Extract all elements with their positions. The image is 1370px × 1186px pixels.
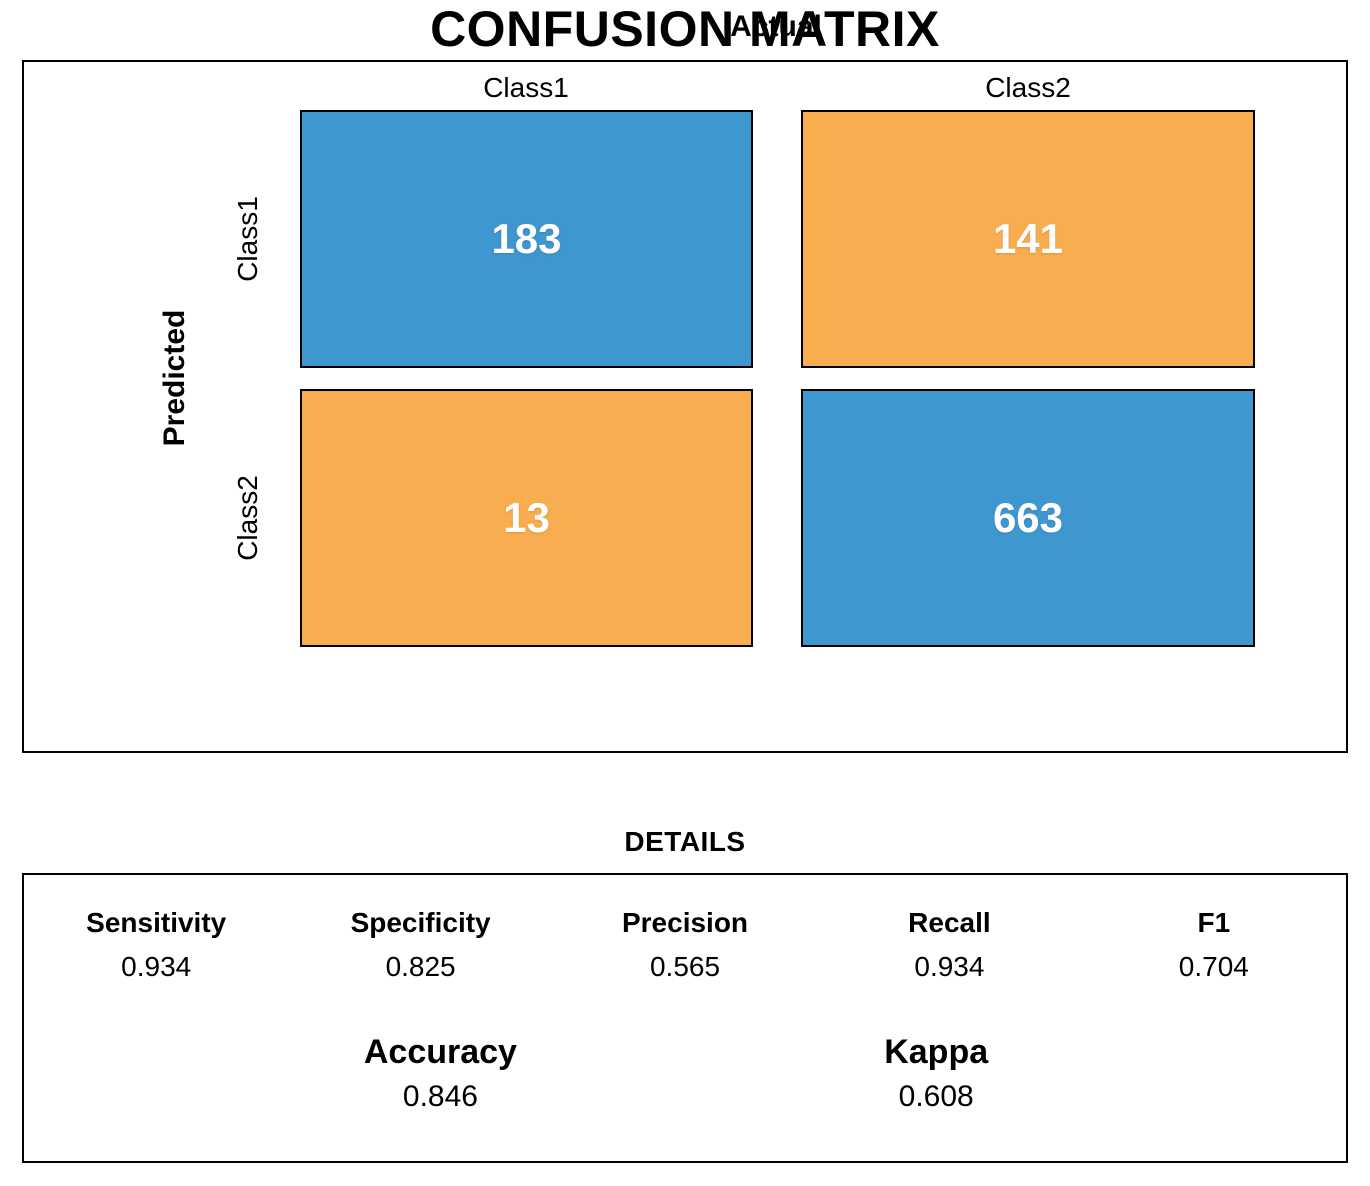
metric-specificity: Specificity 0.825	[288, 907, 552, 983]
metric-label: Specificity	[350, 907, 491, 938]
per-class-metrics-row: Sensitivity 0.934 Specificity 0.825 Prec…	[24, 907, 1346, 983]
metric-recall: Recall 0.934	[817, 907, 1081, 983]
details-heading: DETAILS	[624, 826, 746, 857]
predicted-axis-label: Predicted	[158, 309, 191, 447]
metric-accuracy: Accuracy 0.846	[364, 1033, 517, 1114]
metric-value: 0.934	[914, 951, 985, 982]
metric-value: 0.704	[1178, 951, 1249, 982]
metric-precision: Precision 0.565	[553, 907, 817, 983]
matrix-cell-predicted2-actual2: 663	[801, 389, 1255, 647]
cell-count-false-class2: 13	[503, 494, 550, 541]
metric-label: Accuracy	[363, 1033, 517, 1071]
predicted-class1-row-header: Class1	[232, 196, 263, 282]
actual-class1-column-header: Class1	[483, 72, 569, 103]
actual-axis-label: Actual	[730, 10, 822, 43]
predicted-class2-row-header: Class2	[232, 475, 263, 561]
matrix-cell-predicted2-actual1: 13	[300, 389, 753, 647]
actual-class2-column-header: Class2	[985, 72, 1071, 103]
metric-label: Recall	[908, 907, 991, 938]
metric-value: 0.846	[402, 1080, 478, 1113]
metric-kappa: Kappa 0.608	[884, 1033, 988, 1114]
cell-count-true-class1: 183	[491, 215, 562, 262]
metric-label: Sensitivity	[86, 907, 227, 938]
metric-label: F1	[1197, 907, 1231, 938]
cell-count-true-class2: 663	[992, 494, 1064, 541]
cell-count-false-class1: 141	[992, 215, 1064, 262]
metric-label: Precision	[621, 907, 749, 938]
metric-value: 0.608	[898, 1080, 974, 1113]
metric-value: 0.565	[649, 951, 721, 982]
metric-f1: F1 0.704	[1082, 907, 1346, 983]
metric-sensitivity: Sensitivity 0.934	[24, 907, 288, 983]
matrix-cell-predicted1-actual1: 183	[300, 110, 753, 368]
page-title: CONFUSION MATRIX	[430, 1, 940, 57]
metric-label: Kappa	[884, 1033, 989, 1071]
metric-value: 0.825	[385, 951, 456, 982]
matrix-cell-predicted1-actual2: 141	[801, 110, 1255, 368]
details-panel: Sensitivity 0.934 Specificity 0.825 Prec…	[22, 873, 1348, 1163]
metric-value: 0.934	[121, 951, 192, 982]
